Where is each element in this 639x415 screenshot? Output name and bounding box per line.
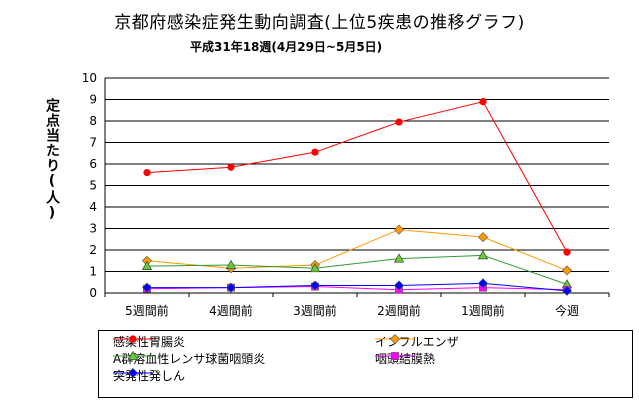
data-point [477,232,489,243]
x-tick-label: 2週間前 [377,303,421,318]
y-tick-label: 1 [89,265,97,279]
data-point [563,248,571,256]
chart-title: 京都府感染症発生動向調査(上位5疾患の推移グラフ) [114,13,525,33]
x-tick-label: 3週間前 [293,303,337,318]
data-point [309,263,321,273]
legend-item: インフルエンザ [375,333,459,350]
data-point [393,224,405,235]
data-point [311,148,319,156]
data-point [393,253,405,263]
x-tick-label: 5週間前 [125,303,169,318]
y-tick-label: 5 [89,179,97,193]
y-tick-label: 8 [89,114,97,128]
data-point [477,278,489,289]
data-point [141,282,153,293]
chart-legend: 感染性胃腸炎 インフルエンザ A群溶血性レンサ球菌咽頭炎 咽頭結膜熱突発性発しん [98,330,633,398]
legend-swatch [375,352,415,360]
data-point [477,250,489,260]
series-line-2 [146,229,568,271]
y-tick-label: 4 [89,200,97,214]
y-tick-label: 2 [89,243,97,257]
legend-item: A群溶血性レンサ球菌咽頭炎 [113,350,265,367]
x-tick-label: 4週間前 [209,303,253,318]
legend-swatch [113,367,153,379]
y-tick-label: 9 [89,93,97,107]
y-tick-label: 6 [89,157,97,171]
data-point [561,285,573,296]
x-tick-label: 1週間前 [461,303,505,318]
series-line-5 [147,282,568,292]
x-tick-label: 今週 [555,303,579,318]
data-point [143,169,151,177]
data-point [309,280,321,291]
legend-item: 突発性発しん [113,367,185,384]
legend-item: 咽頭結膜熱 [375,350,435,367]
chart-subtitle: 平成31年18週(4月29日~5月5日) [190,40,383,54]
y-tick-label: 7 [89,136,97,150]
data-point [561,265,573,276]
legend-swatch [375,333,415,345]
series-line-3 [146,254,568,285]
legend-swatch [113,350,153,360]
legend-swatch [113,335,153,343]
legend-item: 感染性胃腸炎 [113,333,185,350]
y-tick-label: 0 [89,286,97,300]
series-line-1 [146,101,568,253]
y-tick-label: 10 [82,71,97,85]
data-point [395,118,403,126]
data-point [227,163,235,171]
y-tick-label: 3 [89,222,97,236]
data-point [479,98,487,106]
y-axis-label: 定点当たり(人) [44,98,60,222]
data-point [225,282,237,293]
data-point [225,259,237,269]
data-point [393,280,405,291]
data-point [141,260,153,271]
series-line-4 [146,286,568,291]
